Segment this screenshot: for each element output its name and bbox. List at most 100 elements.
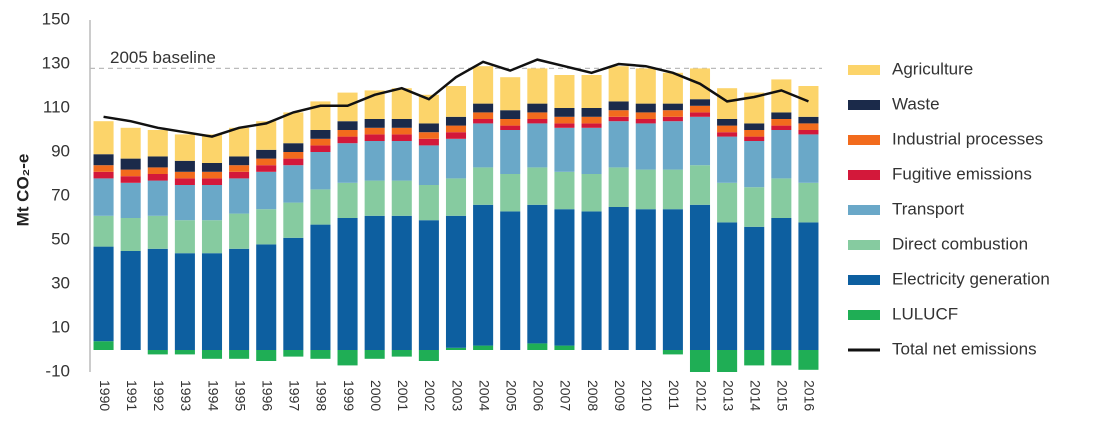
bar-segment [418,350,439,361]
bar-segment [337,121,358,130]
legend-label: Direct combustion [892,234,1028,253]
bar-segment [608,66,629,102]
bar-segment [689,99,711,106]
bar-segment [500,174,521,212]
bar-segment [364,127,385,135]
bar-segment [798,130,819,135]
bar-segment [635,169,656,210]
bar-segment [120,182,141,218]
x-tick-label: 2011 [666,380,682,410]
bar-segment [201,163,223,172]
bar-segment [418,138,439,146]
bar-segment [771,218,792,350]
bar-segment [93,215,114,247]
bar-segment [337,136,358,144]
bar-segment [229,156,250,166]
x-tick-label: 1995 [232,380,248,411]
bar-segment [337,182,358,218]
bar-segment [744,187,765,227]
bar-segment [635,123,656,170]
x-tick-label: 2001 [395,380,411,411]
bar-segment [147,215,168,249]
bar-segment [744,136,765,141]
bar-segment [283,112,304,144]
bar-segment [771,79,792,113]
bar-segment [717,88,738,119]
bar-segment [120,176,141,183]
bar-segment [418,132,439,139]
bar-segment [608,207,629,350]
bar-segment [689,116,711,166]
bar-segment [283,202,304,238]
bar-segment [554,127,575,172]
bar-segment [283,152,304,159]
bar-segment [201,134,223,163]
bar-segment [310,138,331,146]
bar-segment [608,110,629,117]
x-tick-label: 2013 [720,380,736,411]
bar-segment [717,136,738,183]
bar-segment [418,220,439,350]
bar-segment [256,121,277,150]
bar-segment [120,251,141,350]
y-tick-label: 30 [51,273,70,292]
legend-label: Agriculture [892,59,973,78]
y-tick-label: -10 [45,361,70,380]
bar-segment [662,72,683,104]
bar-segment [174,178,195,185]
bar-segment [662,116,683,122]
bar-segment [93,171,114,179]
bar-segment [283,237,304,350]
bar-segment [174,253,195,350]
bar-segment [771,130,792,179]
bar-segment [635,112,656,119]
legend-swatch [848,275,880,285]
bar-segment [310,145,331,152]
bar-segment [581,123,602,128]
bar-segment [283,350,304,357]
bar-segment [364,119,385,128]
bar-segment [744,226,765,350]
x-tick-label: 1994 [205,380,221,411]
bar-segment [473,204,494,346]
bar-segment [364,141,385,181]
bar-segment [418,123,439,133]
bar-segment [662,110,683,117]
bar-segment [689,112,711,117]
bar-segment [201,178,223,185]
bar-segment [581,108,602,117]
bar-segment [527,204,548,344]
bar-segment [229,127,250,157]
bar-segment [635,68,656,104]
bar-segment [418,185,439,221]
bar-segment [744,130,765,137]
legend-swatch [848,65,880,75]
bar-segment [120,169,141,177]
bar-segment [473,167,494,205]
bar-segment [174,134,195,161]
bar-segment [391,88,412,119]
bar-segment [93,154,114,166]
bar-segment [581,127,602,174]
bar-segment [798,134,819,183]
bar-segment [744,350,765,366]
bar-segment [717,222,738,350]
bar-segment [310,350,331,359]
x-tick-label: 2007 [558,380,574,411]
bar-segment [147,156,168,168]
bar-segment [744,92,765,124]
bar-segment [608,101,629,111]
x-tick-label: 1990 [97,380,113,411]
bar-segment [445,347,467,350]
bar-segment [608,116,629,122]
legend-label: Industrial processes [892,129,1043,148]
bar-segment [391,134,412,141]
bar-segment [500,119,521,126]
bar-segment [798,222,819,350]
bar-segment [744,141,765,188]
x-tick-label: 2016 [802,380,818,411]
y-tick-label: 90 [51,141,70,160]
y-tick-label: 10 [51,317,70,336]
x-tick-label: 2005 [504,380,520,411]
